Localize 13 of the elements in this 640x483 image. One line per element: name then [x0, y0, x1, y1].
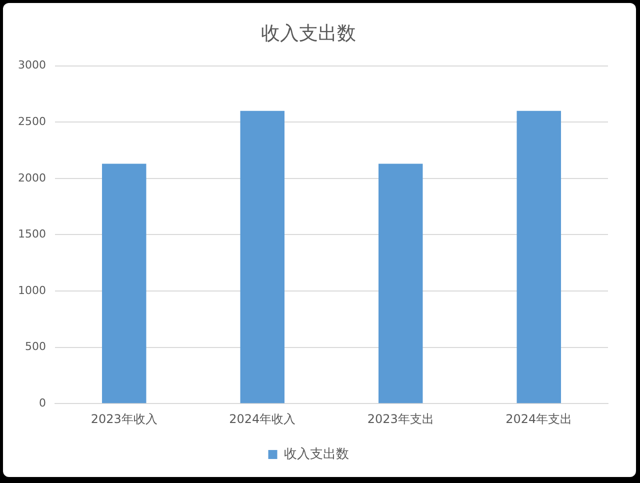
- y-tick-label: 1000: [18, 284, 46, 297]
- y-tick-label: 3000: [18, 58, 46, 72]
- y-tick-label: 2500: [18, 114, 46, 128]
- chart-title: 收入支出数: [261, 22, 356, 44]
- x-tick-label: 2024年支出: [506, 412, 572, 426]
- y-tick-label: 0: [38, 396, 46, 410]
- x-tick-label: 2023年收入: [90, 412, 158, 426]
- x-tick-label: 2024年收入: [229, 412, 296, 426]
- y-tick-label: 1500: [18, 228, 46, 241]
- y-tick-label: 2000: [18, 171, 46, 184]
- y-tick-label: 500: [24, 340, 46, 354]
- legend-label: 收入支出数: [284, 446, 349, 462]
- x-tick-label: 2023年支出: [367, 412, 434, 426]
